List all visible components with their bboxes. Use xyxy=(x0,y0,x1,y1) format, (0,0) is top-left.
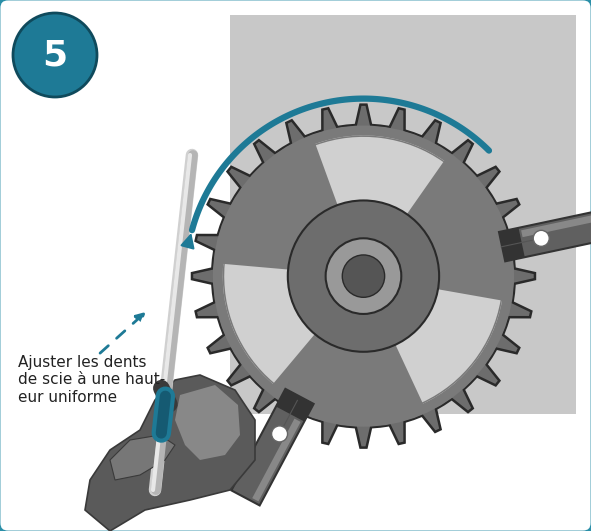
Circle shape xyxy=(272,426,288,442)
Wedge shape xyxy=(223,264,363,384)
Circle shape xyxy=(326,238,401,314)
Wedge shape xyxy=(224,264,363,383)
Polygon shape xyxy=(175,385,240,460)
Text: 5: 5 xyxy=(43,38,67,72)
Polygon shape xyxy=(276,389,314,422)
Circle shape xyxy=(533,230,549,246)
Polygon shape xyxy=(252,418,301,501)
Polygon shape xyxy=(192,105,535,448)
Circle shape xyxy=(13,13,97,97)
Wedge shape xyxy=(316,135,444,276)
Circle shape xyxy=(288,200,439,352)
Wedge shape xyxy=(363,276,501,402)
Polygon shape xyxy=(521,213,591,237)
Polygon shape xyxy=(499,209,591,261)
Polygon shape xyxy=(232,389,314,506)
Polygon shape xyxy=(85,375,255,531)
Polygon shape xyxy=(110,435,175,480)
Circle shape xyxy=(342,255,385,297)
Wedge shape xyxy=(363,276,502,404)
Wedge shape xyxy=(316,137,443,276)
Polygon shape xyxy=(230,15,576,414)
Text: Ajuster les dents
de scie à une haut-
eur uniforme: Ajuster les dents de scie à une haut- eu… xyxy=(18,355,165,405)
Circle shape xyxy=(213,125,514,427)
Circle shape xyxy=(223,135,504,417)
Polygon shape xyxy=(499,228,525,261)
